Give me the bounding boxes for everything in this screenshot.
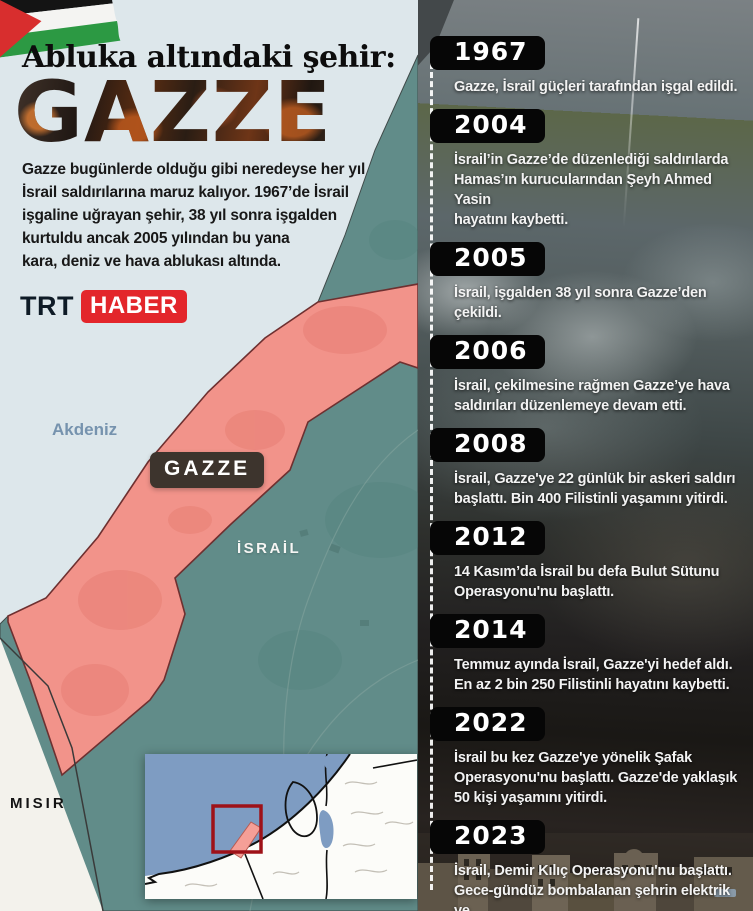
timeline-entry-text: İsrail bu kez Gazze'ye yönelik Şafak Ope… [454,750,738,806]
sea-label-akdeniz: Akdeniz [52,420,118,439]
timeline-entry-text: İsrail, çekilmesine rağmen Gazze’ye hava… [454,378,730,414]
year-badge: 2012 [430,521,545,555]
big-title-gazze: GAZZE [14,63,333,161]
year-badge: 2022 [430,707,545,741]
page-title: Abluka altındaki şehir: [22,40,396,75]
haber-logo-box: HABER [80,290,187,323]
timeline-entry: 2008 İsrail, Gazze'ye 22 günlük bir aske… [418,428,753,509]
timeline-entry-text: İsrail, işgalden 38 yıl sonra Gazze’den … [454,285,707,321]
timeline-entry: 2014 Temmuz ayında İsrail, Gazze'yi hede… [418,614,753,695]
timeline-entry: 2004 İsrail’in Gazze’de düzenlediği sald… [418,109,753,230]
egypt-israel-border [0,637,104,911]
timeline-entry-text: İsrail’in Gazze’de düzenlediği saldırıla… [454,152,729,228]
israel-label: İSRAİL [237,540,302,557]
timeline-entry: 2012 14 Kasım’da İsrail bu defa Bulut Sü… [418,521,753,602]
inset-map-drawing [144,753,418,900]
year-badge: 2004 [430,109,545,143]
timeline-entry: 2005 İsrail, işgalden 38 yıl sonra Gazze… [418,242,753,323]
left-panel: Abluka altındaki şehir: GAZZE Gazze bugü… [0,0,418,911]
egypt-area [0,638,103,911]
egypt-label-misir: MISIR [10,795,67,812]
gaza-texture [61,306,387,716]
intro-text: Gazze bugünlerde olduğu gibi neredeyse h… [22,161,366,270]
timeline-entry-text: İsrail, Demir Kılıç Operasyonu'nu başlat… [454,863,732,911]
trt-haber-logo: TRT HABER [20,290,187,323]
year-badge: 1967 [430,36,545,70]
timeline-entry: 2022 İsrail bu kez Gazze'ye yönelik Şafa… [418,707,753,808]
timeline-entry: 2006 İsrail, çekilmesine rağmen Gazze’ye… [418,335,753,416]
timeline-entry-text: 14 Kasım’da İsrail bu defa Bulut Sütunu … [454,564,720,600]
timeline-entry-text: Temmuz ayında İsrail, Gazze'yi hedef ald… [454,657,733,693]
inset-highlight-box [211,804,263,854]
palestine-flag-icon [0,0,121,58]
right-panel: 1967 Gazze, İsrail güçleri tarafından iş… [418,0,753,911]
timeline-entry: 1967 Gazze, İsrail güçleri tarafından iş… [418,36,753,97]
timeline: 1967 Gazze, İsrail güçleri tarafından iş… [418,0,753,911]
gaza-label-badge: GAZZE [150,452,265,488]
timeline-entry-text: Gazze, İsrail güçleri tarafından işgal e… [454,79,738,95]
year-badge: 2008 [430,428,545,462]
year-badge: 2014 [430,614,545,648]
dashed-connector-line [430,54,433,890]
year-badge: 2023 [430,820,545,854]
gaza-strip-area [7,283,418,777]
timeline-entry: 2023 İsrail, Demir Kılıç Operasyonu'nu b… [418,820,753,911]
trt-logo-text: TRT [20,291,74,321]
year-badge: 2005 [430,242,545,276]
year-badge: 2006 [430,335,545,369]
timeline-entry-text: İsrail, Gazze'ye 22 günlük bir askeri sa… [454,471,736,507]
inset-locator-map [144,753,418,900]
